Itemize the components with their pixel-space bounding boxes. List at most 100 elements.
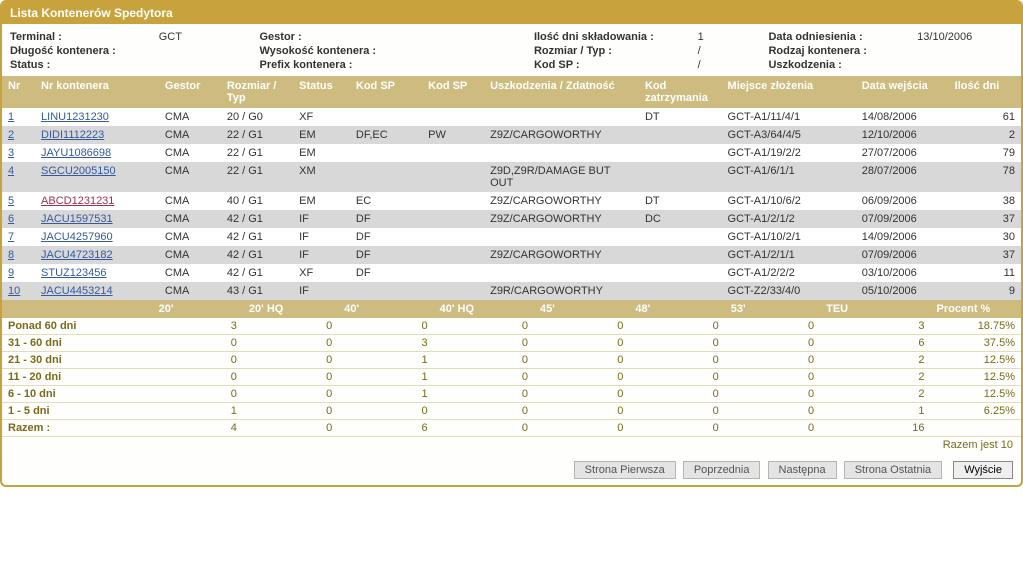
summary-cell-c45: 0	[534, 386, 629, 403]
filter-refdate-value: 13/10/2006	[913, 30, 1013, 44]
panel-title: Lista Kontenerów Spedytora	[2, 2, 1021, 24]
cell-status: XF	[293, 108, 350, 126]
filter-damage-label: Uszkodzenia :	[768, 58, 913, 72]
summary-cell-c45: 0	[534, 420, 629, 437]
first-page-button[interactable]: Strona Pierwsza	[574, 461, 676, 479]
summary-cell-c40: 6	[338, 420, 433, 437]
row-number-link[interactable]: 6	[8, 213, 14, 225]
cell-hold	[639, 264, 722, 282]
container-link[interactable]: ABCD1231231	[41, 195, 114, 207]
cell-days: 79	[949, 144, 1021, 162]
container-link[interactable]: DIDI1112223	[41, 129, 104, 141]
last-page-button[interactable]: Strona Ostatnia	[844, 461, 942, 479]
col-days: Ilość dni	[949, 76, 1021, 108]
table-row: 8JACU4723182CMA42 / G1IFDFZ9Z/CARGOWORTH…	[2, 246, 1021, 264]
container-link[interactable]: JACU1597531	[41, 213, 113, 225]
cell-gestor: CMA	[159, 108, 221, 126]
cell-hold: DT	[639, 192, 722, 210]
summary-cell-c20: 0	[153, 369, 243, 386]
cell-status: EM	[293, 192, 350, 210]
summary-row: 6 - 10 dni0010000212.5%	[2, 386, 1021, 403]
sum-col-label	[2, 300, 153, 318]
cell-datein: 03/10/2006	[856, 264, 949, 282]
summary-cell-c53: 0	[725, 420, 820, 437]
filter-kodsp-value: /	[694, 58, 769, 72]
exit-button[interactable]: Wyjście	[953, 461, 1013, 479]
summary-cell-c53: 0	[725, 386, 820, 403]
row-number-link[interactable]: 1	[8, 111, 14, 123]
summary-cell-c40hq: 0	[434, 403, 534, 420]
container-link[interactable]: JACU4723182	[41, 249, 113, 261]
row-number-link[interactable]: 9	[8, 267, 14, 279]
cell-days: 38	[949, 192, 1021, 210]
summary-cell-c40hq: 0	[434, 352, 534, 369]
cell-damage: Z9R/CARGOWORTHY	[484, 282, 639, 300]
table-row: 3JAYU1086698CMA22 / G1EMGCT-A1/19/2/227/…	[2, 144, 1021, 162]
row-number-link[interactable]: 7	[8, 231, 14, 243]
filter-damage-value	[913, 58, 1013, 72]
summary-cell-c20: 4	[153, 420, 243, 437]
sum-col-pct: Procent %	[931, 300, 1021, 318]
row-number-link[interactable]: 3	[8, 147, 14, 159]
cell-location: GCT-A1/2/1/2	[722, 210, 856, 228]
container-link[interactable]: JACU4453214	[41, 285, 113, 297]
sum-col-20: 20'	[153, 300, 243, 318]
table-row: 6JACU1597531CMA42 / G1IFDFZ9Z/CARGOWORTH…	[2, 210, 1021, 228]
container-link[interactable]: JAYU1086698	[41, 147, 111, 159]
cell-kodsp1	[350, 144, 422, 162]
filter-header: Terminal : GCT Gestor : Ilość dni składo…	[2, 24, 1021, 76]
cell-datein: 12/10/2006	[856, 126, 949, 144]
summary-table: 20' 20' HQ 40' 40' HQ 45' 48' 53' TEU Pr…	[2, 300, 1021, 437]
summary-cell-pct: 12.5%	[931, 369, 1021, 386]
summary-cell-c20hq: 0	[243, 318, 338, 335]
cell-datein: 27/07/2006	[856, 144, 949, 162]
summary-cell-teu: 3	[820, 318, 930, 335]
summary-cell-c20: 3	[153, 318, 243, 335]
summary-label: 6 - 10 dni	[2, 386, 153, 403]
cell-kodsp2	[422, 144, 484, 162]
cell-kodsp2	[422, 282, 484, 300]
cell-days: 78	[949, 162, 1021, 192]
next-page-button[interactable]: Następna	[768, 461, 837, 479]
col-location: Miejsce złożenia	[722, 76, 856, 108]
col-datein: Data wejścia	[856, 76, 949, 108]
cell-location: GCT-Z2/33/4/0	[722, 282, 856, 300]
container-link[interactable]: SGCU2005150	[41, 165, 116, 177]
summary-cell-teu: 16	[820, 420, 930, 437]
container-link[interactable]: STUZ123456	[41, 267, 106, 279]
summary-cell-c48: 0	[629, 318, 724, 335]
summary-cell-c40hq: 0	[434, 335, 534, 352]
cell-kodsp1: EC	[350, 192, 422, 210]
cell-gestor: CMA	[159, 264, 221, 282]
summary-cell-c48: 0	[629, 420, 724, 437]
summary-cell-c40hq: 0	[434, 386, 534, 403]
container-link[interactable]: JACU4257960	[41, 231, 113, 243]
cell-days: 30	[949, 228, 1021, 246]
cell-gestor: CMA	[159, 144, 221, 162]
cell-location: GCT-A1/19/2/2	[722, 144, 856, 162]
row-number-link[interactable]: 8	[8, 249, 14, 261]
cell-location: GCT-A1/10/2/1	[722, 228, 856, 246]
filter-status-label: Status :	[10, 58, 155, 72]
row-number-link[interactable]: 2	[8, 129, 14, 141]
table-row: 1LINU1231230CMA20 / G0XFDTGCT-A1/11/4/11…	[2, 108, 1021, 126]
prev-page-button[interactable]: Poprzednia	[683, 461, 761, 479]
summary-row: Ponad 60 dni3000000318.75%	[2, 318, 1021, 335]
cell-datein: 28/07/2006	[856, 162, 949, 192]
container-link[interactable]: LINU1231230	[41, 111, 109, 123]
table-row: 2DIDI1112223CMA22 / G1EMDF,ECPWZ9Z/CARGO…	[2, 126, 1021, 144]
summary-label: 21 - 30 dni	[2, 352, 153, 369]
filter-size-label: Rozmiar / Typ :	[534, 44, 694, 58]
sum-col-53: 53'	[725, 300, 820, 318]
summary-row: 31 - 60 dni0030000637.5%	[2, 335, 1021, 352]
row-number-link[interactable]: 5	[8, 195, 14, 207]
table-row: 9STUZ123456CMA42 / G1XFDFGCT-A1/2/2/203/…	[2, 264, 1021, 282]
cell-days: 37	[949, 246, 1021, 264]
summary-cell-c20: 1	[153, 403, 243, 420]
summary-label: Razem :	[2, 420, 153, 437]
row-number-link[interactable]: 4	[8, 165, 14, 177]
row-number-link[interactable]: 10	[8, 285, 20, 297]
cell-datein: 05/10/2006	[856, 282, 949, 300]
summary-cell-c20hq: 0	[243, 386, 338, 403]
summary-cell-c53: 0	[725, 369, 820, 386]
